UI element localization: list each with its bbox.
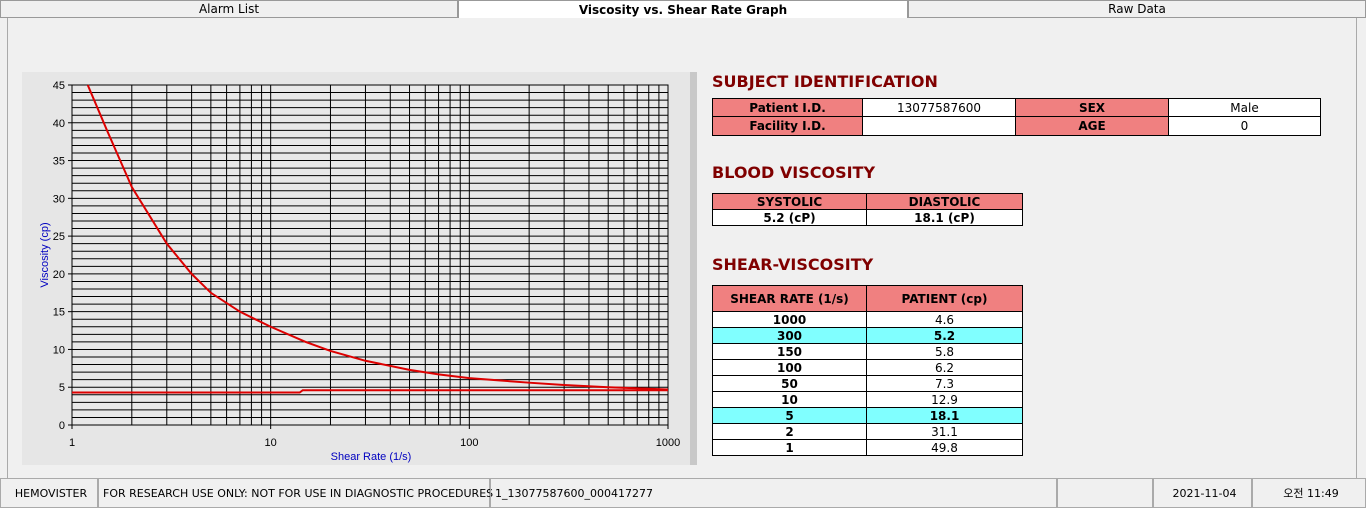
tab[interactable]: Raw Data: [908, 0, 1366, 18]
y-tick-label: 25: [53, 231, 65, 243]
field-label: SEX: [1015, 98, 1169, 118]
section-title: SHEAR-VISCOSITY: [712, 254, 874, 274]
field-value: Male: [1168, 98, 1321, 118]
y-tick-label: 15: [53, 307, 65, 319]
cell: 18.1 (cP): [866, 209, 1023, 226]
cell: 7.3: [866, 375, 1023, 392]
cell: 5.8: [866, 343, 1023, 360]
cell: 18.1: [866, 407, 1023, 424]
x-tick-label: 100: [460, 437, 478, 449]
y-tick-label: 35: [53, 156, 65, 168]
tab[interactable]: Alarm List: [0, 0, 458, 18]
y-tick-label: 5: [59, 382, 65, 394]
cell: 50: [712, 375, 867, 392]
cell: 10: [712, 391, 867, 408]
panel: [7, 18, 1357, 478]
cell: 300: [712, 327, 867, 344]
status-empty-cell: [1057, 478, 1153, 508]
field-label: Facility I.D.: [712, 116, 863, 136]
line-series: [86, 84, 669, 391]
status-cell: 1_13077587600_000417277: [490, 478, 1057, 508]
x-axis-label: Shear Rate (1/s): [331, 451, 412, 463]
tab[interactable]: Viscosity vs. Shear Rate Graph: [458, 0, 908, 18]
cell: 150: [712, 343, 867, 360]
y-tick-label: 0: [59, 420, 65, 432]
cell: 31.1: [866, 423, 1023, 440]
field-value: 13077587600: [862, 98, 1016, 118]
column-header: SYSTOLIC: [712, 193, 867, 210]
section-title: SUBJECT IDENTIFICATION: [712, 71, 938, 91]
cell: 1000: [712, 311, 867, 328]
status-cell: 2021-11-04: [1153, 478, 1252, 508]
cell: 6.2: [866, 359, 1023, 376]
y-tick-label: 10: [53, 344, 65, 356]
cell: 4.6: [866, 311, 1023, 328]
status-cell: FOR RESEARCH USE ONLY: NOT FOR USE IN DI…: [98, 478, 493, 508]
field-value: [862, 116, 1016, 136]
status-cell: 오전 11:49: [1252, 478, 1366, 508]
cell: 5.2 (cP): [712, 209, 867, 226]
cell: 100: [712, 359, 867, 376]
y-tick-label: 40: [53, 118, 65, 130]
chart-shadow: [690, 72, 697, 465]
field-value: 0: [1168, 116, 1321, 136]
line-series: [72, 389, 668, 394]
x-tick-label: 1: [69, 437, 75, 449]
chart: Shear Rate (1/s) Viscosity (cp) 0 5 10 15 20…: [22, 72, 697, 465]
cell: 5.2: [866, 327, 1023, 344]
cell: 12.9: [866, 391, 1023, 408]
y-tick-label: 30: [53, 193, 65, 205]
cell: 49.8: [866, 439, 1023, 456]
status-cell: HEMOVISTER: [0, 478, 98, 508]
column-header: PATIENT (cp): [866, 285, 1023, 312]
y-tick-label: 45: [53, 80, 65, 92]
field-label: AGE: [1015, 116, 1169, 136]
x-tick-label: 1000: [656, 437, 680, 449]
cell: 1: [712, 439, 867, 456]
cell: 5: [712, 407, 867, 424]
column-header: SHEAR RATE (1/s): [712, 285, 867, 312]
cell: 2: [712, 423, 867, 440]
y-axis-label: Viscosity (cp): [39, 222, 51, 287]
y-tick-label: 20: [53, 269, 65, 281]
x-tick-label: 10: [265, 437, 277, 449]
field-label: Patient I.D.: [712, 98, 863, 118]
column-header: DIASTOLIC: [866, 193, 1023, 210]
section-title: BLOOD VISCOSITY: [712, 162, 876, 182]
plot-area: [71, 84, 669, 426]
